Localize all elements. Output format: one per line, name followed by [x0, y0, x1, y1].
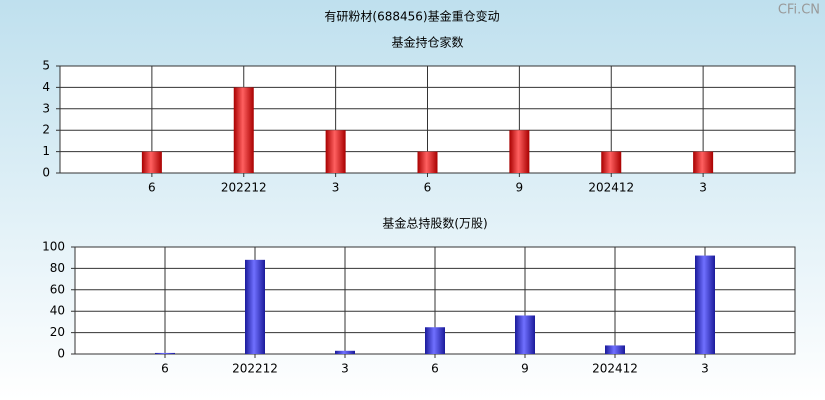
y-tick-label: 5: [42, 59, 50, 73]
x-tick-label: 6: [431, 362, 439, 376]
bar: [245, 259, 265, 354]
chart-title: 基金总持股数(万股): [382, 216, 487, 231]
bar: [605, 345, 625, 354]
watermark: CFi.CN: [778, 3, 820, 18]
bar: [515, 315, 535, 354]
y-tick-label: 100: [42, 240, 65, 254]
bar: [417, 151, 438, 173]
x-tick-label: 3: [332, 181, 340, 195]
y-tick-label: 80: [50, 261, 65, 275]
bar: [155, 352, 175, 354]
x-tick-label: 6: [161, 362, 169, 376]
x-tick-label: 9: [516, 181, 524, 195]
x-tick-label: 6: [148, 181, 156, 195]
y-tick-label: 0: [42, 166, 50, 180]
bar: [693, 151, 714, 173]
y-tick-label: 40: [50, 304, 65, 318]
page-title: 有研粉材(688456)基金重仓变动: [324, 9, 499, 24]
x-tick-label: 9: [521, 362, 529, 376]
x-tick-label: 202412: [592, 362, 638, 376]
y-tick-label: 4: [42, 80, 50, 94]
x-tick-label: 3: [701, 362, 709, 376]
y-tick-label: 60: [50, 282, 65, 296]
y-tick-label: 20: [50, 325, 65, 339]
x-tick-label: 202212: [221, 181, 267, 195]
bar: [601, 151, 622, 173]
bar: [233, 87, 254, 173]
bar: [425, 327, 445, 354]
y-tick-label: 2: [42, 123, 50, 137]
x-tick-label: 202412: [588, 181, 634, 195]
x-tick-label: 6: [424, 181, 432, 195]
bar: [141, 151, 162, 173]
bar: [335, 350, 355, 354]
y-tick-label: 1: [42, 144, 50, 158]
bar: [695, 255, 715, 354]
x-tick-label: 3: [341, 362, 349, 376]
chart-title: 基金持仓家数: [391, 35, 463, 50]
x-tick-label: 3: [699, 181, 707, 195]
y-tick-label: 0: [57, 347, 65, 361]
x-tick-label: 202212: [232, 362, 278, 376]
y-tick-label: 3: [42, 101, 50, 115]
bar: [325, 130, 346, 173]
bar: [509, 130, 530, 173]
